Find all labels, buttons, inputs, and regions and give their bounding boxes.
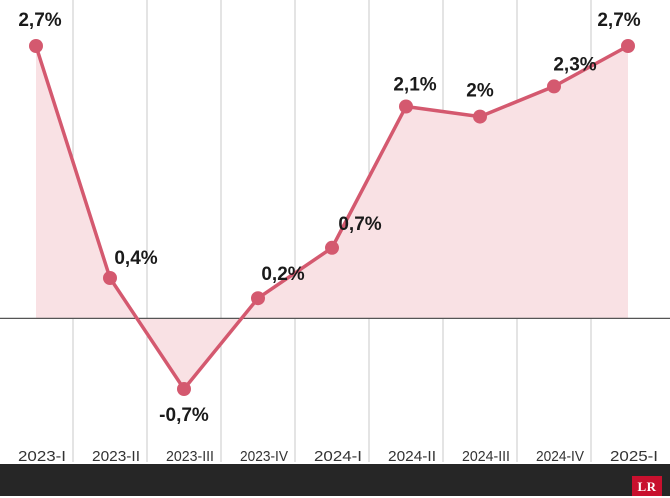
data-label-2024-II: 2,1% (393, 75, 436, 96)
x-tick-label-2023-I: 2023-I (18, 448, 66, 465)
area-fill-positive (36, 46, 628, 319)
publisher-logo: LR (632, 476, 662, 496)
data-label-2023-II: 0,4% (114, 248, 157, 269)
x-tick-label-2023-III: 2023-III (166, 448, 214, 465)
data-label-2024-IV: 2,3% (553, 54, 596, 75)
data-label-2023-III: -0,7% (159, 405, 209, 426)
x-tick-label-2024-II: 2024-II (388, 448, 436, 465)
data-points (29, 39, 635, 396)
x-tick-label-2023-II: 2023-II (92, 448, 140, 465)
x-tick-label-2024-I: 2024-I (314, 448, 362, 465)
data-label-2024-I: 0,7% (338, 214, 381, 235)
data-labels: 2,7% 0,4% -0,7% 0,2% 0,7% 2,1% 2% 2,3% 2,7% (18, 10, 640, 426)
data-label-2023-I: 2,7% (18, 10, 61, 31)
data-point-2023-III (177, 382, 191, 396)
data-point-2024-IV (547, 79, 561, 94)
area-fill-negative (36, 318, 628, 389)
x-axis-tick-labels: 2023-I 2023-II 2023-III 2023-IV 2024-I 2024-I… (18, 448, 658, 465)
data-point-2023-I (29, 39, 43, 53)
data-point-2023-II (103, 271, 117, 285)
data-point-2024-III (473, 109, 487, 124)
x-tick-label-2023-IV: 2023-IV (240, 448, 288, 465)
data-label-2023-IV: 0,2% (261, 264, 304, 285)
data-point-2024-II (399, 99, 413, 114)
data-point-2024-I (325, 240, 339, 255)
footer-bar (0, 464, 670, 496)
data-point-2025-I (621, 39, 635, 53)
x-tick-label-2024-III: 2024-III (462, 448, 510, 465)
data-point-2023-IV (251, 291, 265, 306)
x-tick-label-2025-I: 2025-I (610, 448, 658, 465)
data-label-2024-III: 2% (466, 81, 494, 102)
data-label-2025-I: 2,7% (597, 10, 640, 31)
x-tick-label-2024-IV: 2024-IV (536, 448, 584, 465)
